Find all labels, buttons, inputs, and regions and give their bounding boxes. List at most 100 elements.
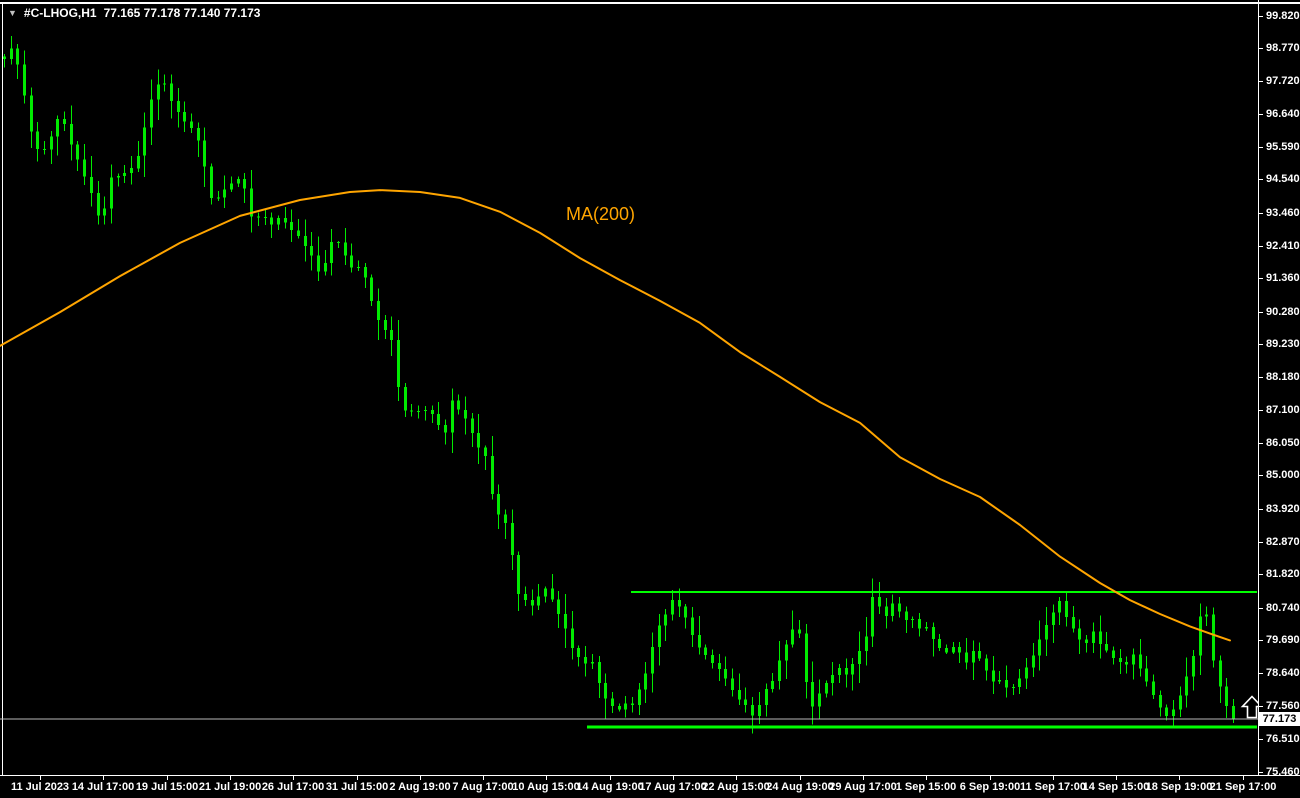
time-axis-label: 14 Aug 19:00 bbox=[576, 781, 644, 793]
candle-body bbox=[237, 179, 240, 184]
candle-body bbox=[457, 400, 460, 410]
price-axis-tick bbox=[1258, 410, 1263, 412]
time-axis-label: 14 Jul 17:00 bbox=[71, 781, 135, 793]
candle-body bbox=[838, 668, 841, 676]
time-axis-label: 14 Sep 15:00 bbox=[1082, 781, 1150, 793]
candle-body bbox=[785, 644, 788, 661]
candle-body bbox=[992, 670, 995, 682]
time-axis-tick bbox=[800, 776, 801, 780]
candle-body bbox=[317, 255, 320, 272]
time-axis-label: 11 Sep 17:00 bbox=[1019, 781, 1087, 793]
candle-body bbox=[444, 425, 447, 433]
candle-body bbox=[97, 193, 100, 216]
candle-body bbox=[290, 222, 293, 231]
candle-body bbox=[698, 635, 701, 648]
time-axis-label: 24 Aug 19:00 bbox=[766, 781, 834, 793]
price-axis-label: 87.100 bbox=[1266, 404, 1300, 417]
time-axis-tick bbox=[1179, 776, 1180, 780]
time-axis-tick bbox=[990, 776, 991, 780]
candle-body bbox=[437, 413, 440, 426]
price-axis-tick bbox=[1258, 48, 1263, 50]
candle-body bbox=[671, 600, 674, 615]
price-axis-label: 85.000 bbox=[1266, 469, 1300, 482]
candle-body bbox=[831, 675, 834, 683]
candle-body bbox=[524, 593, 527, 600]
candle-body bbox=[1192, 655, 1195, 677]
candle-body bbox=[70, 123, 73, 145]
candle-body bbox=[350, 255, 353, 268]
price-axis-tick bbox=[1258, 771, 1263, 773]
candle-body bbox=[658, 625, 661, 647]
time-axis-tick bbox=[673, 776, 674, 780]
ohlc-readout: 77.165 77.178 77.140 77.173 bbox=[103, 6, 261, 20]
candle-body bbox=[758, 705, 761, 716]
candle-body bbox=[1058, 600, 1061, 613]
candle-body bbox=[557, 599, 560, 615]
candle-body bbox=[651, 646, 654, 674]
candle-body bbox=[56, 119, 59, 137]
candle-body bbox=[1145, 668, 1148, 682]
candle-body bbox=[76, 144, 79, 160]
candle-body bbox=[170, 83, 173, 102]
candle-body bbox=[1072, 617, 1075, 629]
candle-body bbox=[1085, 639, 1088, 643]
candle-body bbox=[324, 263, 327, 272]
price-axis-label: 75.460 bbox=[1266, 765, 1300, 778]
candle-body bbox=[377, 301, 380, 320]
price-axis-separator bbox=[1258, 0, 1259, 775]
candle-body bbox=[270, 217, 273, 225]
chart-menu-icon[interactable]: ▼ bbox=[8, 8, 17, 18]
candle-body bbox=[618, 706, 621, 710]
price-axis-label: 81.820 bbox=[1266, 568, 1300, 581]
candle-body bbox=[1199, 616, 1202, 656]
candle-body bbox=[678, 600, 681, 607]
candle-body bbox=[738, 689, 741, 700]
candle-body bbox=[811, 682, 814, 707]
candle-body bbox=[1172, 709, 1175, 716]
candle-body bbox=[945, 647, 948, 653]
candle-body bbox=[878, 597, 881, 607]
candle-body bbox=[464, 409, 467, 419]
price-axis-label: 95.590 bbox=[1266, 140, 1300, 153]
candle-body bbox=[10, 48, 13, 59]
candle-body bbox=[925, 626, 928, 629]
price-axis-label: 82.870 bbox=[1266, 535, 1300, 548]
candle-body bbox=[871, 597, 874, 637]
candle-body bbox=[598, 662, 601, 684]
candle-body bbox=[972, 650, 975, 663]
chart-title-bar: ▼ #C-LHOG,H1 77.165 77.178 77.140 77.173 bbox=[8, 6, 260, 20]
price-axis-tick bbox=[1258, 80, 1263, 82]
candle-body bbox=[644, 673, 647, 690]
price-axis-tick bbox=[1258, 179, 1263, 181]
candle-body bbox=[110, 177, 113, 209]
candle-body bbox=[230, 183, 233, 190]
up-arrow-marker[interactable] bbox=[1240, 695, 1259, 719]
symbol-period-label: #C-LHOG,H1 bbox=[23, 6, 97, 20]
price-axis-tick bbox=[1258, 278, 1263, 279]
time-axis-tick bbox=[103, 776, 104, 780]
candle-body bbox=[1092, 631, 1095, 643]
candle-body bbox=[664, 614, 667, 626]
candle-body bbox=[83, 159, 86, 177]
price-axis-label: 94.540 bbox=[1266, 173, 1300, 186]
candle-body bbox=[952, 647, 955, 653]
candle-body bbox=[43, 149, 46, 150]
candle-body bbox=[310, 246, 313, 256]
candle-body bbox=[431, 410, 434, 414]
candle-body bbox=[3, 56, 6, 59]
candle-body bbox=[330, 242, 333, 264]
candle-body bbox=[851, 664, 854, 675]
price-axis-label: 77.560 bbox=[1266, 700, 1300, 713]
candle-body bbox=[571, 628, 574, 648]
candle-body bbox=[1185, 676, 1188, 696]
time-axis[interactable]: 11 Jul 2023 14 Jul 17:00 19 Jul 15:00 21 Ju… bbox=[0, 776, 1300, 798]
price-axis-label: 91.360 bbox=[1266, 272, 1300, 284]
candle-body bbox=[364, 266, 367, 278]
price-axis[interactable]: 99.820 98.770 97.720 96.640 95.590 94.540 93.4… bbox=[1258, 0, 1300, 778]
candle-body bbox=[998, 680, 1001, 682]
time-axis-label: 10 Aug 15:00 bbox=[512, 781, 580, 793]
time-axis-label: 1 Sep 15:00 bbox=[895, 781, 957, 793]
time-axis-label: 7 Aug 17:00 bbox=[452, 781, 514, 793]
candle-body bbox=[564, 614, 567, 629]
price-chart-plot[interactable] bbox=[0, 0, 1258, 775]
